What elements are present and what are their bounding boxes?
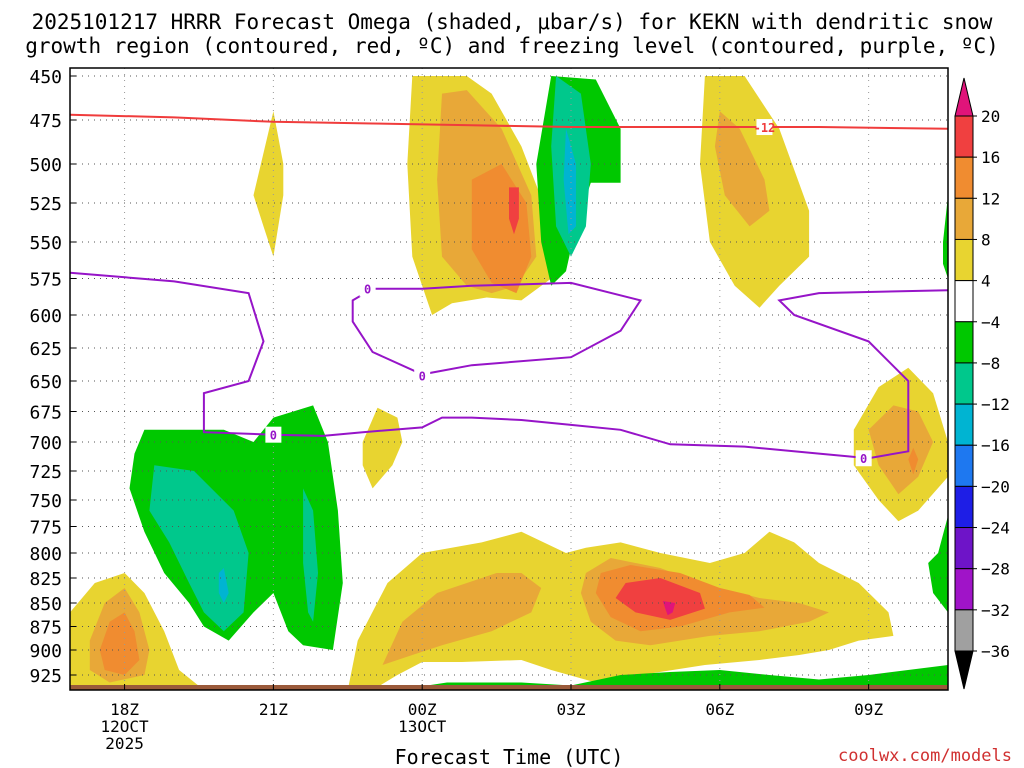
y-tick-label-675: 675: [29, 403, 62, 424]
colorbar-label-9: −20: [981, 477, 1010, 496]
y-tick-label-725: 725: [29, 462, 62, 483]
omega-area-neg16-neg12-6: [563, 128, 576, 235]
colorbar-label-5: −4: [981, 313, 1000, 332]
omega-area-12-16-26: [908, 447, 919, 475]
omega-area-neg8-neg4-27: [928, 515, 948, 613]
temperature-contours: -12 0 0 0 0: [69, 113, 949, 467]
colorbar-label-3: 8: [981, 230, 991, 249]
y-tick-label-625: 625: [29, 339, 62, 360]
y-tick-label-925: 925: [29, 666, 62, 687]
x-tick-label-9: 03Z: [557, 700, 586, 719]
colorbar-swatch-neg32-neg28: [954, 568, 974, 611]
y-tick-label-750: 750: [29, 491, 62, 512]
contour-freezing-level-2: [351, 281, 643, 376]
omega-area-above-20-23: [662, 601, 676, 616]
omega-area-4-8-9: [253, 111, 284, 257]
colorbar-swatch-neg28-neg24: [954, 527, 974, 570]
contour-label-zero-b: 0: [419, 370, 426, 384]
y-tick-label-700: 700: [29, 433, 62, 454]
y-tick-label-775: 775: [29, 518, 62, 539]
x-tick-date-6: 13OCT: [398, 717, 447, 736]
colorbar-swatch-neg24-neg20: [954, 485, 974, 529]
colorbar-label-8: −16: [981, 436, 1010, 455]
colorbar-swatch-neg20-neg16: [954, 444, 974, 487]
plot-frame: [69, 67, 949, 691]
colorbar-bottom-triangle: [954, 650, 974, 690]
y-tick-label-550: 550: [29, 233, 62, 254]
y-tick-label-450: 450: [29, 67, 62, 88]
colorbar-swatch-neg4-4: [954, 280, 974, 323]
colorbar-swatch-8-12: [954, 197, 974, 240]
contour-label-minus12: -12: [754, 121, 776, 135]
contour-dendritic-minus12: [69, 113, 949, 130]
y-tick-label-800: 800: [29, 544, 62, 565]
colorbar-swatch-neg16-neg12: [954, 403, 974, 446]
x-tick-label-0: 18Z: [110, 700, 139, 719]
x-tick-label-15: 09Z: [854, 700, 883, 719]
omega-area-neg16-neg12-14: [218, 568, 229, 603]
chart-axes: 450 475 500 525 550 575 600 625 650 675 700 725 750 7…: [29, 67, 949, 753]
y-tick-label-650: 650: [29, 372, 62, 393]
colorbar-swatch-neg12-neg8: [954, 362, 974, 405]
omega-area-8-12-25: [868, 405, 934, 495]
colorbar-swatch-16-20: [954, 115, 974, 158]
x-tick-label-12: 06Z: [705, 700, 734, 719]
omega-area-4-8-10: [362, 407, 403, 489]
x-tick-label-6: 00Z: [408, 700, 437, 719]
y-tick-label-500: 500: [29, 155, 62, 176]
colorbar-label-1: 16: [981, 148, 1000, 167]
y-tick-label-475: 475: [29, 111, 62, 132]
omega-colorbar: 20 16 12 8 4 −4 −8 −12 −16 −20 −24 −28 −32 −36: [954, 77, 1010, 690]
contour-label-minus12-bg: [756, 119, 773, 136]
omega-area-neg12-neg8-13: [303, 488, 318, 622]
credit-text: coolwx.com/models: [838, 746, 1012, 766]
colorbar-label-0: 20: [981, 107, 1000, 126]
y-tick-label-875: 875: [29, 618, 62, 639]
omega-area-16-20-22: [615, 578, 705, 620]
x-axis-title: Forecast Time (UTC): [395, 745, 624, 768]
omega-area-8-12-8: [714, 111, 770, 227]
x-tick-label-3: 21Z: [259, 700, 288, 719]
contour-label-zero-a: 0: [364, 283, 371, 297]
colorbar-label-6: −8: [981, 354, 1000, 373]
chart-title-line1: 2025101217 HRRR Forecast Omega (shaded, …: [32, 10, 993, 34]
y-tick-label-900: 900: [29, 641, 62, 662]
omega-area-8-12-19: [382, 573, 542, 665]
contour-label-zero-d: 0: [860, 452, 867, 466]
omega-area-neg8-neg4-29: [397, 665, 948, 690]
omega-shading: [70, 76, 948, 690]
colorbar-swatch-12-16: [954, 156, 974, 199]
chart-grid: [70, 68, 948, 690]
omega-area-16-20-3: [509, 187, 519, 235]
colorbar-label-2: 12: [981, 189, 1000, 208]
y-tick-label-575: 575: [29, 270, 62, 291]
colorbar-label-11: −28: [981, 560, 1010, 579]
contour-label-zero-c-bg: [265, 426, 282, 443]
colorbar-swatch-4-8: [954, 238, 974, 282]
x-tick-year-0: 2025: [105, 734, 144, 753]
contour-label-zero-c: 0: [270, 429, 277, 443]
colorbar-top-triangle: [954, 77, 974, 117]
colorbar-label-13: −36: [981, 642, 1010, 661]
contour-freezing-level-1: [69, 271, 949, 460]
y-tick-label-525: 525: [29, 194, 62, 215]
ground-strip: [70, 685, 948, 690]
contour-label-zero-d-bg: [855, 450, 872, 467]
colorbar-label-10: −24: [981, 519, 1010, 538]
colorbar-swatch-neg36-neg32: [954, 609, 974, 652]
colorbar-swatch-neg8-neg4: [954, 321, 974, 364]
omega-area-neg8-neg4-28: [943, 195, 948, 279]
chart-title-line2: growth region (contoured, red, ºC) and f…: [25, 34, 999, 58]
y-tick-label-850: 850: [29, 594, 62, 615]
omega-area-12-16-17: [99, 612, 140, 675]
contour-label-zero-b-bg: [414, 367, 431, 384]
colorbar-label-12: −32: [981, 601, 1010, 620]
y-tick-label-825: 825: [29, 569, 62, 590]
colorbar-label-7: −12: [981, 395, 1010, 414]
colorbar-label-4: 4: [981, 272, 991, 291]
x-tick-date-0: 12OCT: [100, 717, 149, 736]
y-tick-label-600: 600: [29, 306, 62, 327]
contour-label-zero-a-bg: [359, 280, 376, 297]
